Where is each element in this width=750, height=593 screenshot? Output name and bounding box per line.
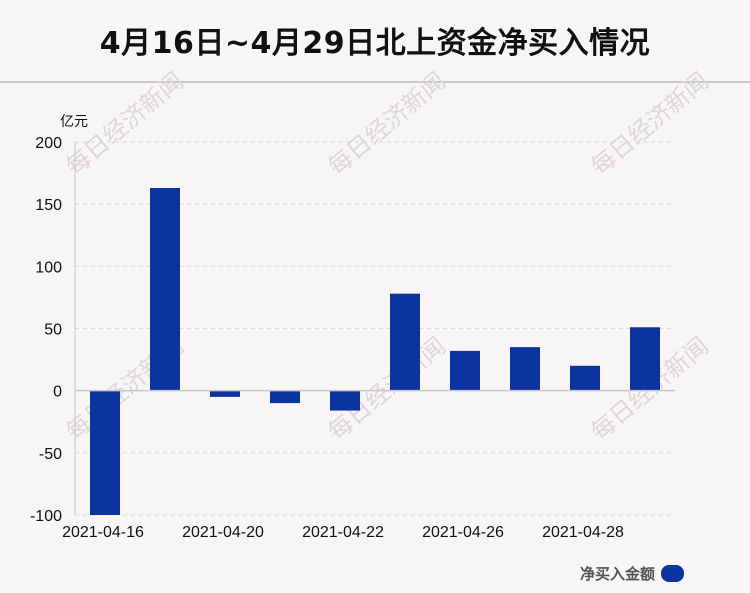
- y-tick-label: 200: [35, 135, 62, 152]
- bar-2021-04-21: [270, 390, 300, 404]
- bar-2021-04-20: [210, 390, 240, 397]
- x-tick-label: 2021-04-26: [422, 524, 504, 541]
- y-tick-label: 100: [35, 259, 62, 276]
- y-tick-label: 150: [35, 197, 62, 214]
- y-tick-label: 50: [44, 322, 62, 339]
- title-divider: [0, 81, 750, 83]
- bar-2021-04-28: [570, 365, 600, 391]
- bar-2021-04-16: [90, 390, 120, 515]
- bar-2021-04-26: [450, 350, 480, 391]
- y-tick-label: 0: [53, 384, 62, 401]
- x-tick-label: 2021-04-20: [182, 524, 264, 541]
- bar-2021-04-23: [390, 293, 420, 391]
- y-axis-unit: 亿元: [60, 114, 88, 130]
- bar-2021-04-27: [510, 347, 540, 391]
- x-tick-label: 2021-04-28: [542, 524, 624, 541]
- bar-2021-04-29: [630, 327, 660, 391]
- chart-title: 4月16日~4月29日北上资金净买入情况: [99, 26, 651, 61]
- watermark-text: 每日经济新闻: [586, 67, 714, 181]
- x-tick-label: 2021-04-16: [62, 524, 144, 541]
- y-axis-ticks: -100 -50 0 50 100 150 200: [30, 135, 62, 525]
- bar-2021-04-19: [150, 188, 180, 391]
- legend-swatch: [661, 565, 684, 582]
- y-tick-label: -100: [30, 508, 62, 525]
- bars: [90, 188, 660, 515]
- legend: 净买入金额: [580, 563, 684, 584]
- x-axis-ticks: 2021-04-16 2021-04-20 2021-04-22 2021-04-26…: [62, 524, 624, 541]
- x-tick-label: 2021-04-22: [302, 524, 384, 541]
- bar-2021-04-22: [330, 390, 360, 411]
- legend-label: 净买入金额: [579, 565, 655, 583]
- y-tick-label: -50: [39, 446, 62, 463]
- watermark-text: 每日经济新闻: [323, 67, 451, 181]
- watermark-text: 每日经济新闻: [323, 332, 451, 446]
